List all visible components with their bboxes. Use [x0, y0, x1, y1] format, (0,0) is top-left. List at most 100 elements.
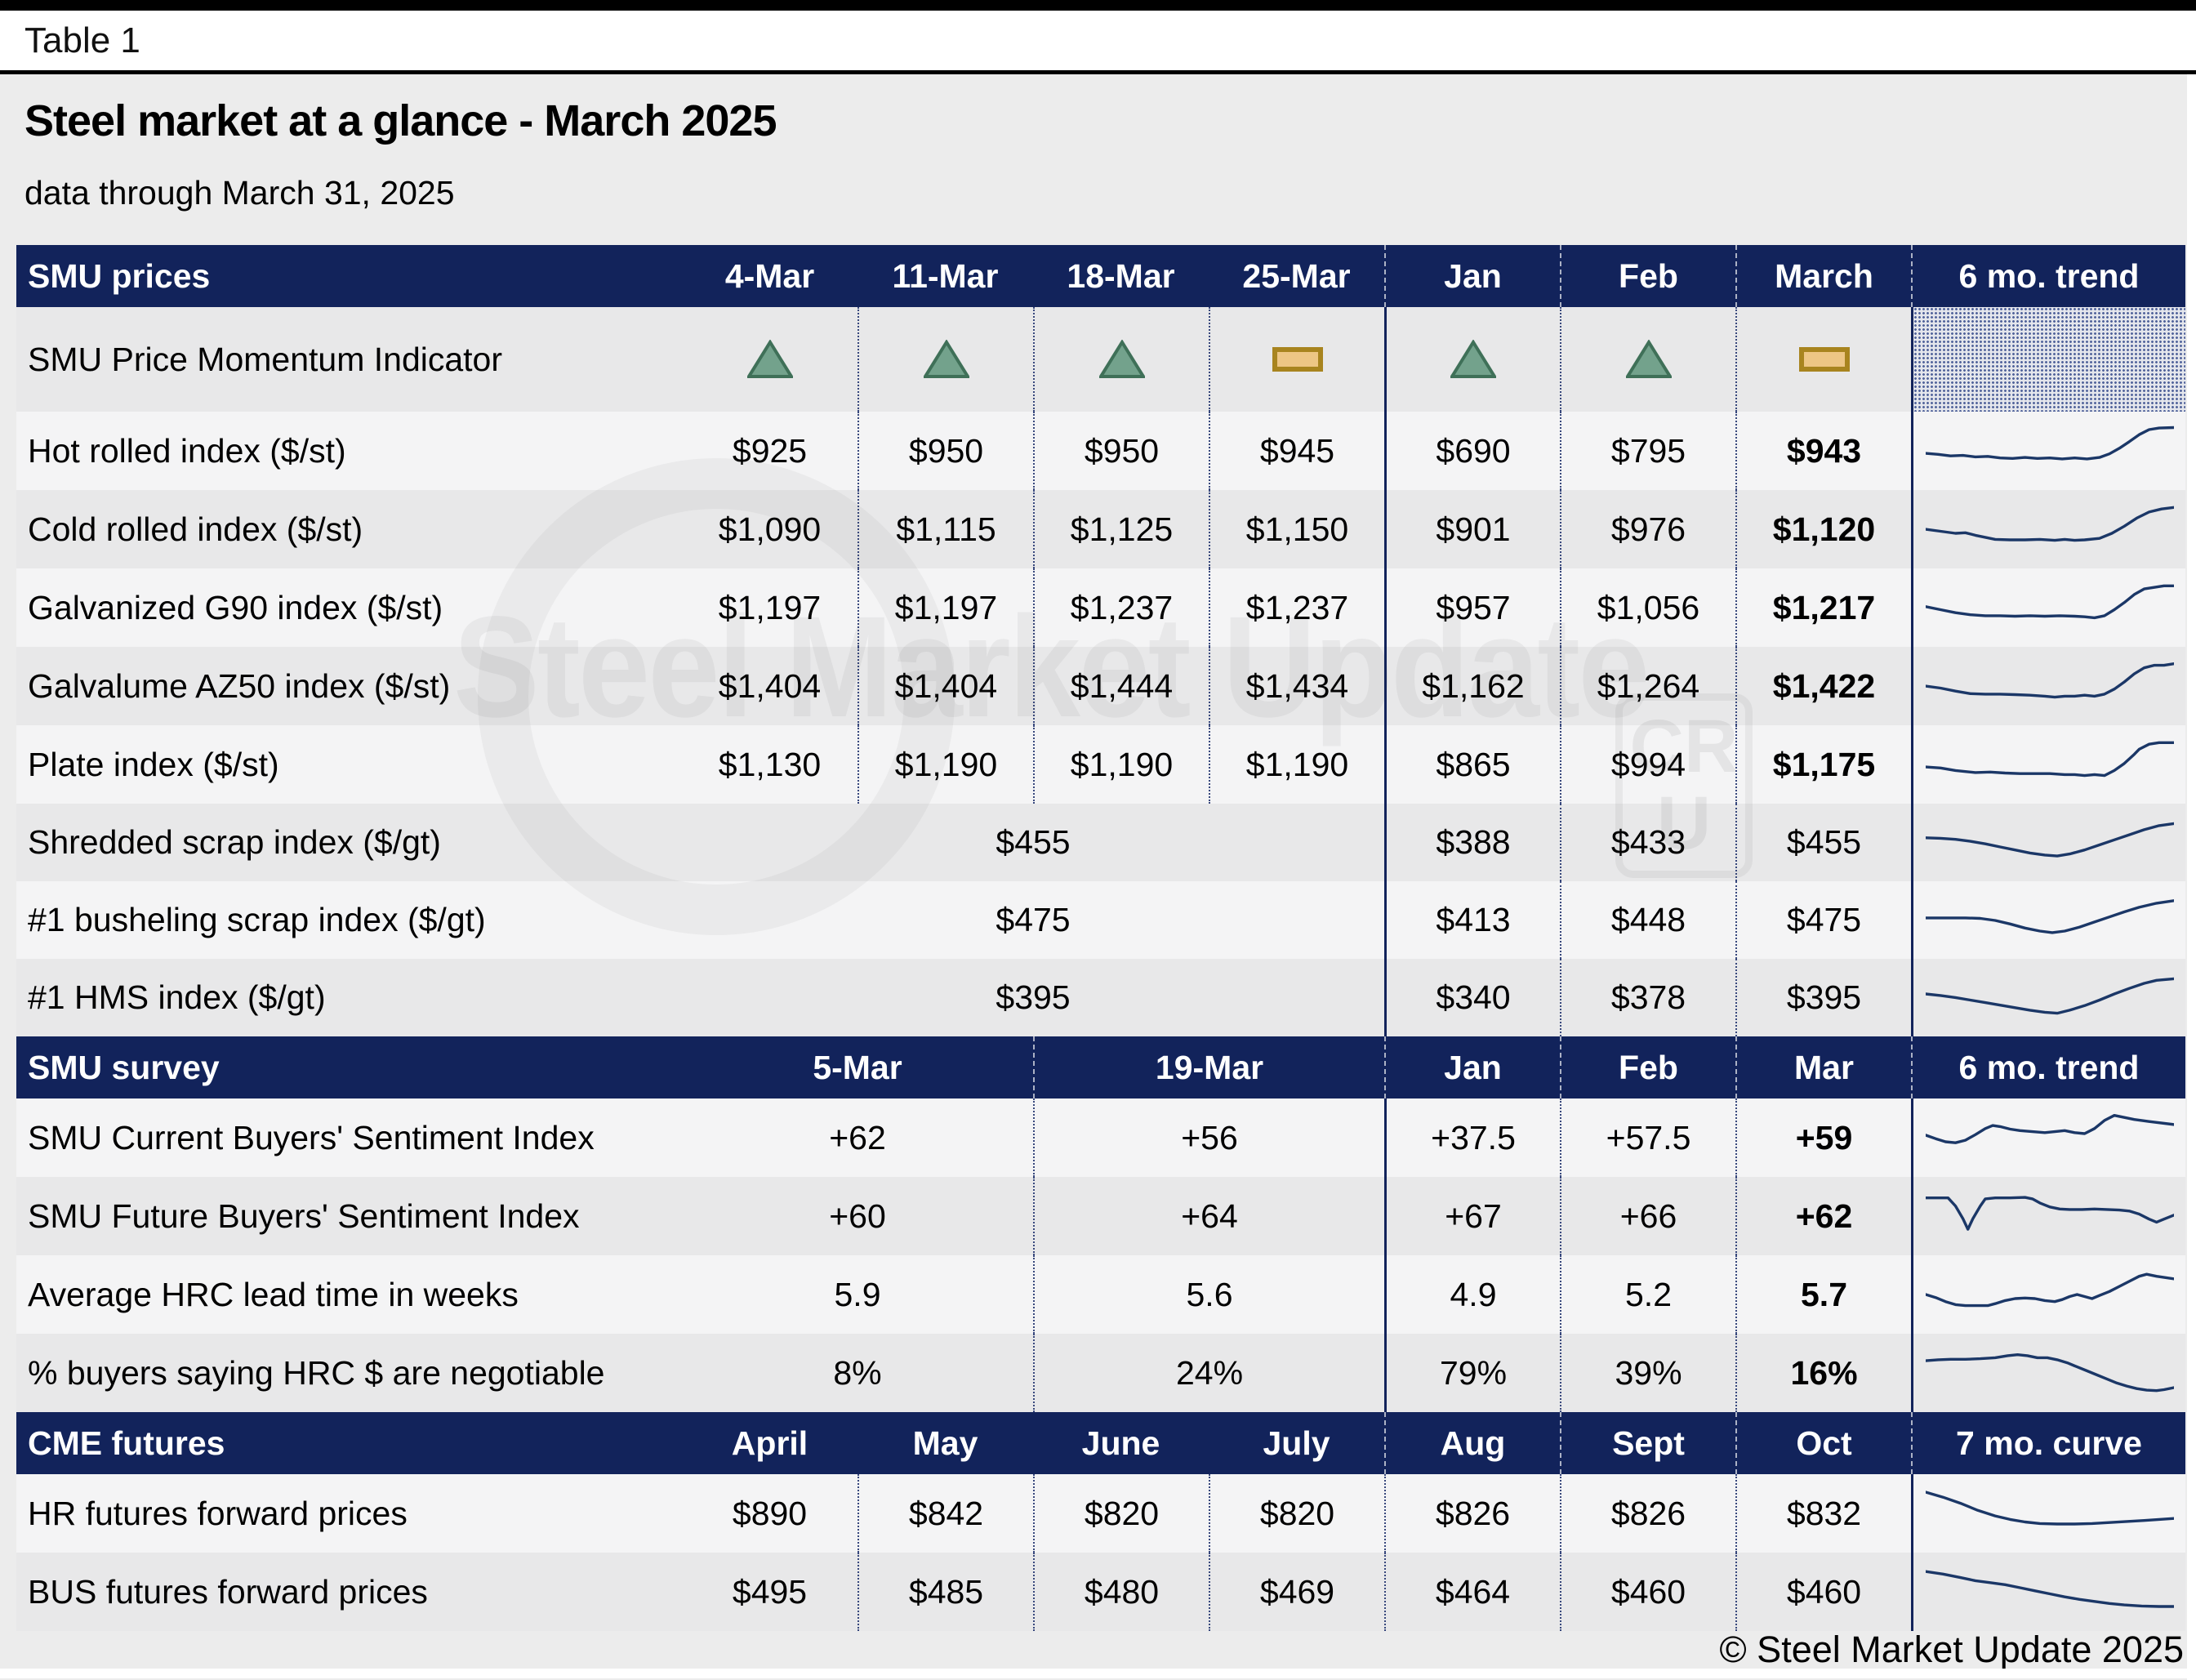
row-label: SMU Price Momentum Indicator — [28, 340, 503, 378]
section-title-prices: SMU prices — [28, 256, 211, 295]
column-header-19-mar: 19-Mar — [1033, 1036, 1384, 1098]
trend-sparkline — [1925, 662, 2174, 699]
value-cell: $340 — [1384, 959, 1560, 1036]
value-cell: $1,056 — [1560, 568, 1735, 647]
value-cell: $378 — [1560, 959, 1735, 1036]
value-cell: $1,150 — [1209, 490, 1384, 568]
value-cell: $945 — [1209, 412, 1384, 490]
trend-sparkline — [1925, 426, 2174, 461]
trend-sparkline — [1925, 1272, 2174, 1308]
trend-cell — [1911, 412, 2185, 490]
value-cell: $820 — [1209, 1474, 1384, 1553]
row-label: Galvalume AZ50 index ($/st) — [28, 666, 451, 705]
value-cell: $943 — [1735, 412, 1911, 490]
table-row: SMU Current Buyers' Sentiment Index +62 +5… — [16, 1098, 2185, 1177]
value-cell: $1,120 — [1735, 490, 1911, 568]
value-cell: $413 — [1384, 881, 1560, 959]
column-header-trend: 7 mo. curve — [1911, 1412, 2185, 1474]
value-cell: $1,237 — [1033, 568, 1209, 647]
value-cell: $842 — [857, 1474, 1033, 1553]
value-cell: +59 — [1735, 1098, 1911, 1177]
value-cell: $832 — [1735, 1474, 1911, 1553]
column-header-trend: 6 mo. trend — [1911, 245, 2185, 307]
table-row: Galvanized G90 index ($/st) $1,197 $1,197 $… — [16, 568, 2185, 647]
section-header-prices: SMU prices 4-Mar 11-Mar 18-Mar 25-Mar Jan Feb M… — [16, 245, 2185, 307]
value-cell: +56 — [1033, 1098, 1384, 1177]
trend-cell — [1911, 490, 2185, 568]
column-header-4-mar: 4-Mar — [724, 256, 815, 295]
value-cell: 5.6 — [1033, 1255, 1384, 1334]
row-label: % buyers saying HRC $ are negotiable — [28, 1353, 605, 1392]
value-cell: $448 — [1560, 881, 1735, 959]
value-cell: $1,264 — [1560, 647, 1735, 725]
value-cell: $455 — [996, 823, 1071, 861]
row-label: Average HRC lead time in weeks — [28, 1275, 519, 1313]
table-row: BUS futures forward prices $495 $485 $480 $4… — [16, 1553, 2185, 1631]
column-header-jan: Jan — [1384, 1036, 1560, 1098]
trend-cell — [1911, 959, 2185, 1036]
trend-sparkline — [1925, 898, 2174, 934]
value-cell: $1,422 — [1735, 647, 1911, 725]
column-header-oct: Oct — [1735, 1412, 1911, 1474]
value-cell: $1,404 — [718, 666, 822, 705]
momentum-trend-cell — [1911, 307, 2185, 412]
trend-sparkline — [1925, 1113, 2174, 1144]
value-cell: $1,434 — [1209, 647, 1384, 725]
value-cell: $950 — [857, 412, 1033, 490]
table-row: Average HRC lead time in weeks 5.9 5.6 4.9 5… — [16, 1255, 2185, 1334]
trend-cell — [1911, 725, 2185, 804]
value-cell: $455 — [1735, 804, 1911, 881]
value-cell: +64 — [1033, 1177, 1384, 1255]
column-header-trend: 6 mo. trend — [1911, 1036, 2185, 1098]
value-cell: $1,237 — [1209, 568, 1384, 647]
column-header-aug: Aug — [1384, 1412, 1560, 1474]
momentum-up-icon — [1450, 340, 1496, 378]
table-row: Hot rolled index ($/st) $925 $950 $950 $945 $… — [16, 412, 2185, 490]
trend-cell — [1911, 804, 2185, 881]
section-title-futures: CME futures — [28, 1424, 225, 1462]
column-header-18-mar: 18-Mar — [1067, 256, 1175, 295]
page-title: Steel market at a glance - March 2025 — [24, 96, 777, 145]
momentum-cell — [1209, 307, 1384, 412]
trend-cell — [1911, 1474, 2185, 1553]
value-cell: $388 — [1384, 804, 1560, 881]
momentum-neutral-icon — [1272, 347, 1323, 372]
trend-sparkline — [1925, 1352, 2174, 1393]
value-cell: $994 — [1560, 725, 1735, 804]
column-header-11-mar: 11-Mar — [892, 256, 999, 295]
section-header-futures: CME futures April May June July Aug Sept Oct 7 m… — [16, 1412, 2185, 1474]
value-cell: $395 — [1735, 959, 1911, 1036]
value-cell: 39% — [1560, 1334, 1735, 1412]
trend-cell — [1911, 647, 2185, 725]
trend-sparkline — [1925, 977, 2174, 1014]
value-cell: +67 — [1384, 1177, 1560, 1255]
momentum-neutral-icon — [1798, 347, 1850, 372]
value-cell: 79% — [1384, 1334, 1560, 1412]
momentum-cell — [682, 307, 857, 412]
momentum-cell — [857, 307, 1033, 412]
value-cell: $460 — [1560, 1553, 1735, 1631]
momentum-cell — [1735, 307, 1911, 412]
column-header-may: May — [912, 1424, 978, 1462]
bottom-band — [0, 1669, 2187, 1678]
value-cell: $495 — [732, 1572, 808, 1611]
no-trend-hatch — [1913, 307, 2185, 412]
value-cell: $1,162 — [1384, 647, 1560, 725]
row-label: #1 HMS index ($/gt) — [28, 978, 326, 1016]
value-cell: 5.9 — [834, 1275, 881, 1313]
value-cell: $1,197 — [718, 588, 822, 626]
value-cell: $485 — [857, 1553, 1033, 1631]
value-cell: $1,115 — [857, 490, 1033, 568]
momentum-cell — [1033, 307, 1209, 412]
trend-cell — [1911, 881, 2185, 959]
table-row: #1 busheling scrap index ($/gt) $475 $413 $… — [16, 881, 2185, 959]
column-header-25-mar: 25-Mar — [1242, 256, 1351, 295]
column-header-feb: Feb — [1560, 245, 1735, 307]
value-cell: +62 — [829, 1118, 886, 1156]
value-cell: $1,444 — [1033, 647, 1209, 725]
value-cell: $826 — [1560, 1474, 1735, 1553]
value-cell: $957 — [1384, 568, 1560, 647]
value-cell: $460 — [1735, 1553, 1911, 1631]
value-cell: +57.5 — [1560, 1098, 1735, 1177]
row-label: #1 busheling scrap index ($/gt) — [28, 901, 486, 938]
